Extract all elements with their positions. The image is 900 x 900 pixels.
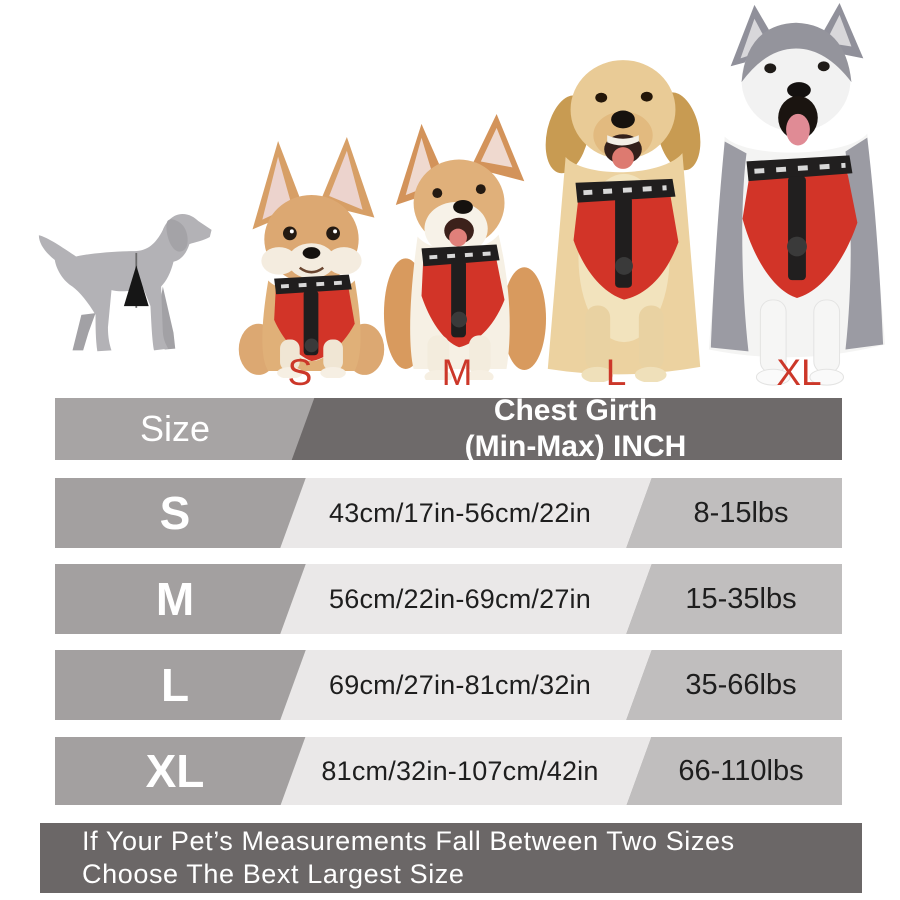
row-m-girth: 56cm/22in-69cm/27in xyxy=(329,583,591,614)
table-row: M 56cm/22in-69cm/27in 15-35lbs xyxy=(55,564,842,634)
table-row: XL 81cm/32in-107cm/42in 66-110lbs xyxy=(55,737,842,805)
chest-girth-arrow xyxy=(123,265,149,307)
dog-silhouette-icon xyxy=(38,213,212,352)
row-m-weight: 15-35lbs xyxy=(685,582,797,615)
row-l-girth: 69cm/27in-81cm/32in xyxy=(329,669,591,700)
note-line-2: Choose The Bext Largest Size xyxy=(82,859,465,889)
dog-photo-size-s xyxy=(225,130,397,378)
header-girth-line2: (Min-Max) INCH xyxy=(464,430,687,460)
header-size: Size xyxy=(139,408,211,449)
sizing-note-banner: If Your Pet’s Measurements Fall Between … xyxy=(40,823,862,893)
header-girth-line1: Chest Girth xyxy=(493,398,658,427)
row-s-size: S xyxy=(159,487,191,539)
table-header-row: Size Chest Girth (Min-Max) INCH xyxy=(55,398,842,460)
row-s-girth: 43cm/17in-56cm/22in xyxy=(329,497,591,528)
size-label-xl: XL xyxy=(776,352,822,393)
dog-photo-size-m xyxy=(380,106,548,380)
dog-photo-size-xl xyxy=(697,2,895,388)
size-label-s: S xyxy=(287,352,313,393)
row-xl-size: XL xyxy=(145,745,205,797)
row-l-size: L xyxy=(160,659,190,711)
row-xl-weight: 66-110lbs xyxy=(678,754,804,787)
table-row: L 69cm/27in-81cm/32in 35-66lbs xyxy=(55,650,842,720)
table-row: S 43cm/17in-56cm/22in 8-15lbs xyxy=(55,478,842,548)
measuring-dog-silhouette xyxy=(30,198,216,361)
note-line-1: If Your Pet’s Measurements Fall Between … xyxy=(82,826,735,856)
size-label-m: M xyxy=(441,352,473,393)
row-s-weight: 8-15lbs xyxy=(693,496,789,529)
row-m-size: M xyxy=(155,573,195,625)
row-xl-girth: 81cm/32in-107cm/42in xyxy=(321,755,599,786)
row-l-weight: 35-66lbs xyxy=(685,668,797,701)
size-label-l: L xyxy=(605,352,627,393)
dog-photo-size-l xyxy=(528,40,721,382)
header-girth: Chest Girth (Min-Max) INCH xyxy=(303,398,842,460)
